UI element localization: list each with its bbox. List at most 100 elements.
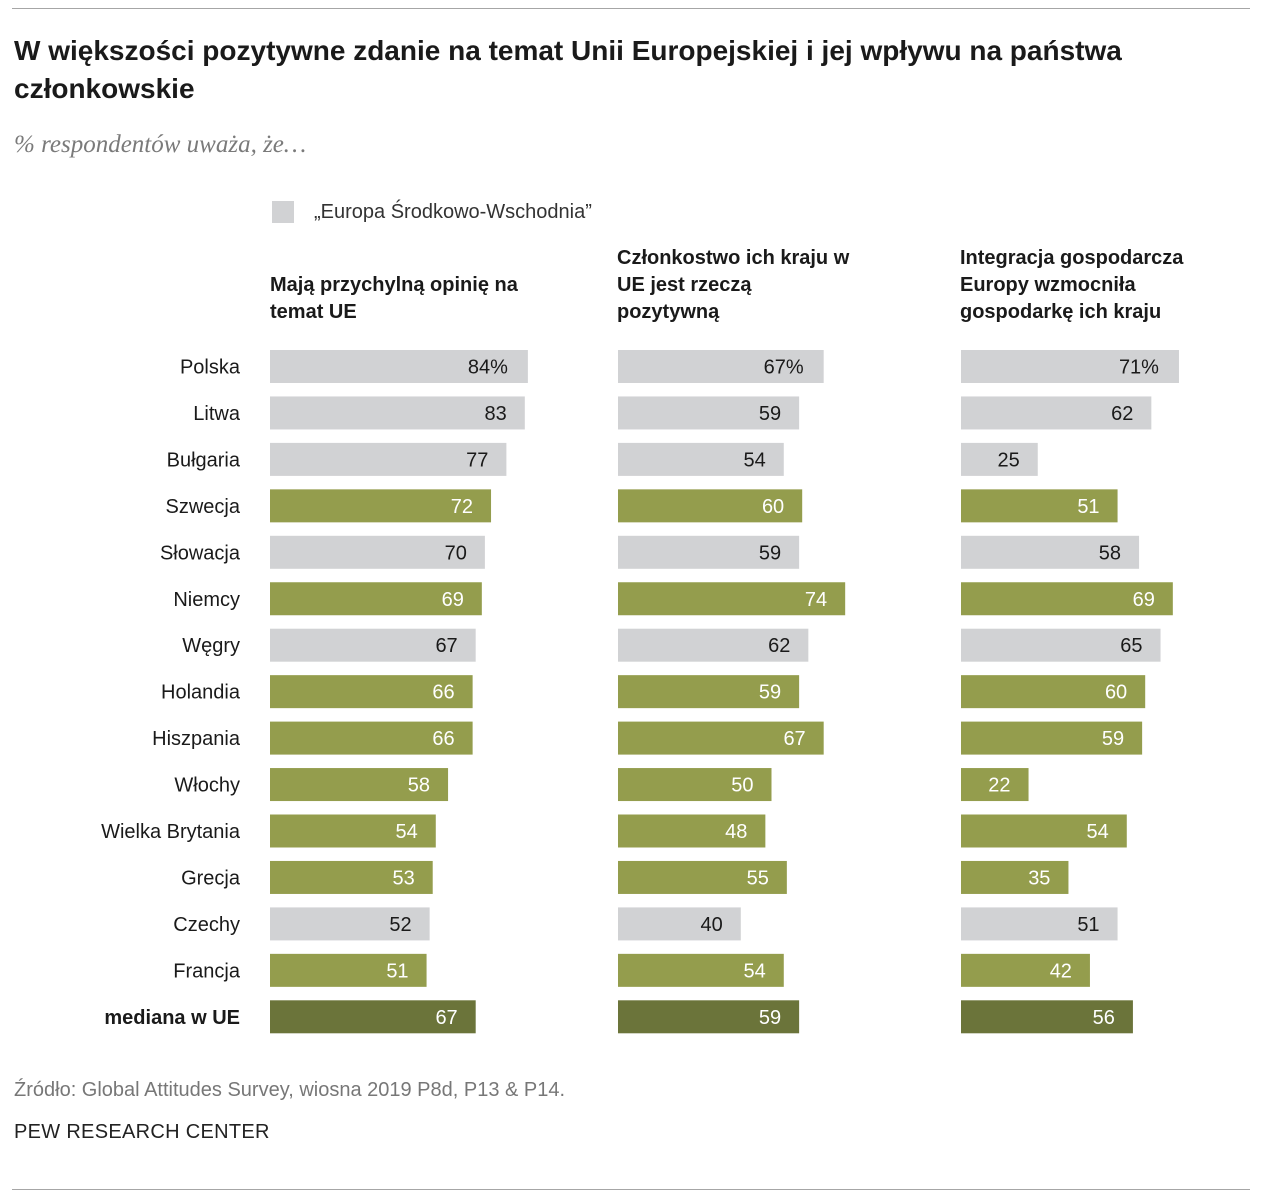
- bar: [618, 582, 846, 616]
- data-label: 58: [408, 775, 430, 797]
- category-label: mediana w UE: [104, 1007, 240, 1029]
- bar: [270, 442, 507, 476]
- category-label: Węgry: [182, 635, 240, 657]
- bar: [618, 721, 824, 755]
- bar: [618, 907, 741, 941]
- bar: [270, 489, 492, 523]
- data-label: 72: [451, 496, 473, 518]
- data-label: 67: [783, 728, 805, 750]
- bar: [618, 814, 766, 848]
- legend: „Europa Środkowo-Wschodnia”: [272, 199, 592, 225]
- data-label: 35: [1028, 867, 1050, 889]
- bar: [270, 396, 525, 430]
- bar: [618, 860, 787, 894]
- category-label: Hiszpania: [152, 728, 241, 750]
- bar: [961, 442, 1038, 476]
- bar: [270, 721, 473, 755]
- bar: [270, 907, 430, 941]
- data-label: 62: [768, 635, 790, 657]
- data-label: 54: [744, 449, 766, 471]
- category-label: Grecja: [181, 867, 241, 889]
- chart-subtitle: % respondentów uważa, że…: [14, 131, 307, 158]
- data-label: 59: [759, 1007, 781, 1029]
- data-label: 59: [1102, 728, 1124, 750]
- bar: [961, 675, 1146, 709]
- data-label: 67: [435, 635, 457, 657]
- bar: [961, 628, 1161, 662]
- bar: [270, 350, 528, 383]
- data-label: 54: [744, 960, 766, 982]
- bar: [961, 814, 1127, 848]
- column-heading-2: Członkostwo ich kraju w UE jest rzeczą p…: [617, 247, 850, 323]
- data-label: 22: [988, 775, 1010, 797]
- data-label: 84%: [468, 357, 508, 379]
- bar: [961, 582, 1173, 616]
- bar: [618, 396, 800, 430]
- data-label: 69: [442, 589, 464, 611]
- data-label: 71%: [1119, 357, 1159, 379]
- data-label: 51: [386, 960, 408, 982]
- bar: [270, 860, 433, 894]
- data-label: 83: [485, 403, 507, 425]
- bar: [961, 489, 1118, 523]
- bar: [961, 721, 1143, 755]
- bar: [270, 675, 473, 709]
- data-label: 69: [1133, 589, 1155, 611]
- category-label: Polska: [180, 357, 241, 379]
- data-label: 53: [392, 867, 414, 889]
- bar: [961, 953, 1090, 987]
- bar: [618, 953, 784, 987]
- column-heading-1: Mają przychylną opinię na temat UE: [270, 274, 518, 323]
- legend-swatch-cee: [272, 201, 294, 223]
- category-label: Niemcy: [173, 589, 240, 611]
- category-label: Francja: [173, 960, 241, 982]
- data-label: 77: [466, 449, 488, 471]
- data-label: 60: [762, 496, 784, 518]
- bar: [961, 768, 1029, 802]
- data-label: 51: [1077, 496, 1099, 518]
- bar: [961, 535, 1140, 569]
- category-label: Litwa: [193, 403, 241, 425]
- brand-footer: PEW RESEARCH CENTER: [14, 1121, 270, 1143]
- bar: [618, 628, 809, 662]
- bar: [270, 1000, 476, 1034]
- bar: [961, 907, 1118, 941]
- bar: [270, 582, 482, 616]
- data-label: 51: [1077, 914, 1099, 936]
- bar: [961, 860, 1069, 894]
- data-label: 59: [759, 542, 781, 564]
- category-label: Czechy: [173, 914, 240, 936]
- top-rule: [12, 8, 1250, 9]
- chart-title: W większości pozytywne zdanie na temat U…: [14, 35, 1122, 104]
- data-label: 60: [1105, 682, 1127, 704]
- data-label: 48: [725, 821, 747, 843]
- data-label: 67%: [764, 357, 804, 379]
- bar: [618, 768, 772, 802]
- data-label: 70: [445, 542, 467, 564]
- bar: [618, 535, 800, 569]
- data-label: 59: [759, 403, 781, 425]
- bar: [961, 396, 1152, 430]
- data-label: 55: [747, 867, 769, 889]
- data-label: 65: [1120, 635, 1142, 657]
- bar: [618, 350, 824, 383]
- bar: [270, 953, 427, 987]
- category-label: Bułgaria: [167, 449, 241, 471]
- data-label: 59: [759, 682, 781, 704]
- category-label: Holandia: [161, 682, 241, 704]
- data-label: 56: [1093, 1007, 1115, 1029]
- data-label: 74: [805, 589, 827, 611]
- bar: [270, 628, 476, 662]
- bar: [270, 814, 436, 848]
- data-label: 62: [1111, 403, 1133, 425]
- bar: [961, 1000, 1133, 1034]
- bar: [961, 350, 1179, 383]
- bar: [618, 442, 784, 476]
- data-label: 50: [731, 775, 753, 797]
- column-heading-3: Integracja gospodarcza Europy wzmocniła …: [960, 247, 1184, 323]
- bar: [270, 768, 449, 802]
- legend-label: „Europa Środkowo-Wschodnia”: [314, 200, 592, 223]
- data-label: 54: [1087, 821, 1109, 843]
- bar: [270, 535, 485, 569]
